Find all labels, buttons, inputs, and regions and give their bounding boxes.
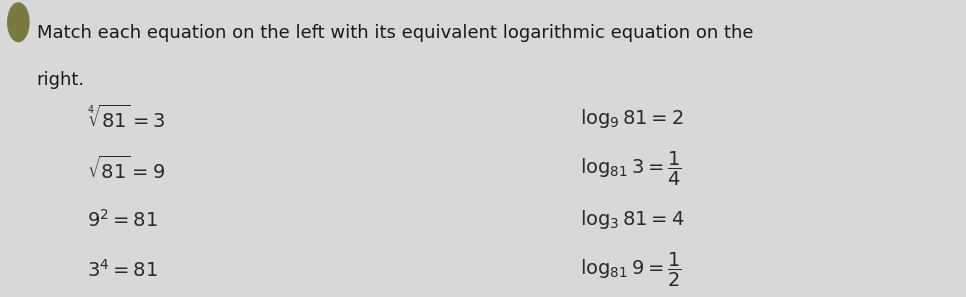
Text: $\sqrt[4]{81} = 3$: $\sqrt[4]{81} = 3$ xyxy=(87,105,165,132)
Text: $\log_9 81 = 2$: $\log_9 81 = 2$ xyxy=(580,107,683,130)
Text: $\log_3 81 = 4$: $\log_3 81 = 4$ xyxy=(580,208,684,231)
Text: $9^2 = 81$: $9^2 = 81$ xyxy=(87,209,157,231)
Text: $\log_{81} 3 = \dfrac{1}{4}$: $\log_{81} 3 = \dfrac{1}{4}$ xyxy=(580,150,681,188)
Text: Match each equation on the left with its equivalent logarithmic equation on the: Match each equation on the left with its… xyxy=(37,24,753,42)
Text: right.: right. xyxy=(37,71,85,89)
Text: $\log_{81} 9 = \dfrac{1}{2}$: $\log_{81} 9 = \dfrac{1}{2}$ xyxy=(580,251,681,289)
Text: $\sqrt{81} = 9$: $\sqrt{81} = 9$ xyxy=(87,156,165,183)
Text: $3^4 = 81$: $3^4 = 81$ xyxy=(87,259,157,281)
Ellipse shape xyxy=(8,3,29,42)
